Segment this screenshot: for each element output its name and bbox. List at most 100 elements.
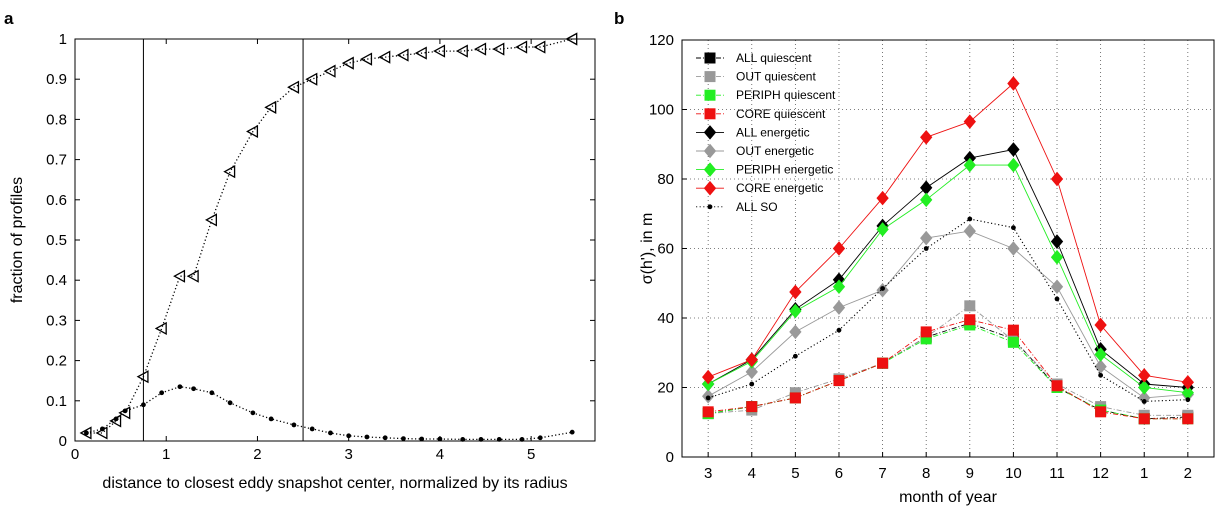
legend-label: OUT energetic — [736, 144, 814, 158]
data-point — [1051, 380, 1063, 392]
data-point — [209, 390, 215, 396]
data-point — [433, 44, 446, 58]
data-point — [1011, 225, 1016, 231]
data-point — [177, 384, 183, 390]
x-tick-label: 4 — [748, 465, 756, 482]
data-point — [268, 416, 274, 422]
data-point — [419, 436, 425, 442]
data-point — [1182, 413, 1194, 425]
y-tick-label: 80 — [657, 171, 674, 188]
x-tick-label: 2 — [253, 446, 261, 463]
legend-label: ALL quiescent — [736, 51, 812, 65]
data-point — [876, 222, 889, 237]
legend-item: ALL quiescent — [696, 51, 812, 65]
data-point — [186, 269, 199, 283]
legend-marker — [703, 125, 717, 140]
data-point — [832, 300, 846, 315]
data-point — [136, 370, 149, 384]
legend-item: PERIPH quiescent — [696, 88, 836, 102]
legend-marker — [704, 71, 716, 83]
legend-label: ALL energetic — [736, 125, 810, 139]
legend-marker — [707, 204, 713, 210]
legend-item: CORE quiescent — [696, 107, 826, 121]
data-point — [963, 223, 976, 239]
data-point — [1094, 347, 1107, 362]
y-tick-label: 0.3 — [46, 312, 67, 329]
panel-a: a 0 1 2 3 4 5 0 0.1 0.2 0.3 0.4 0.5 0.6 0.7 0.8 0.9 1 dist… — [4, 9, 596, 492]
legend-marker — [704, 89, 716, 101]
series-1 — [84, 384, 575, 442]
series-0 — [79, 32, 578, 440]
data-point — [1007, 142, 1020, 157]
data-point — [496, 436, 502, 442]
legend-label: PERIPH quiescent — [736, 88, 836, 102]
legend-marker — [704, 52, 716, 64]
y-tick-label: 0.8 — [46, 111, 67, 128]
series-all-so — [705, 216, 1191, 404]
x-tick-label: 7 — [878, 465, 886, 482]
axes-frame — [74, 38, 596, 442]
data-point — [880, 286, 885, 291]
data-point — [1181, 375, 1194, 390]
y-tick-label: 20 — [657, 380, 674, 397]
series-line — [708, 324, 1188, 420]
legend-marker — [703, 162, 717, 177]
series-line — [707, 230, 1188, 399]
data-point — [1138, 413, 1150, 425]
y-tick-label: 0 — [59, 433, 67, 450]
data-point — [1141, 399, 1147, 404]
data-point — [1094, 317, 1107, 333]
data-point — [378, 50, 391, 64]
legend-item: ALL energetic — [696, 125, 810, 140]
data-point — [920, 180, 933, 195]
data-point — [1007, 336, 1019, 348]
series-line — [707, 164, 1188, 394]
x-tick-label: 4 — [436, 446, 444, 463]
data-point — [79, 426, 92, 440]
data-point — [964, 314, 976, 326]
y-tick-label: 0.6 — [46, 192, 67, 209]
data-point — [227, 400, 233, 406]
data-point — [154, 321, 167, 336]
x-tick-label: 2 — [1184, 465, 1192, 482]
data-point — [745, 364, 758, 380]
x-tick-label: 9 — [966, 465, 974, 482]
x-tick-label: 8 — [922, 465, 930, 482]
x-tick-label: 5 — [791, 465, 799, 482]
y-tick-label: 0.1 — [46, 393, 67, 410]
y-tick-label: 120 — [649, 32, 674, 49]
x-tick-label: 5 — [527, 446, 535, 463]
data-point — [309, 426, 315, 432]
data-point — [364, 434, 370, 440]
data-point — [360, 52, 373, 66]
data-point — [963, 114, 976, 129]
x-axis-label: distance to closest eddy snapshot center… — [102, 475, 567, 492]
legend: ALL quiescent OUT quiescent PERIPH quiesce… — [696, 51, 836, 214]
y-tick-label: 1 — [59, 31, 67, 48]
data-point — [1138, 368, 1151, 383]
data-point — [519, 436, 525, 442]
data-point — [1007, 241, 1020, 256]
data-point — [1098, 372, 1104, 378]
data-point — [746, 401, 758, 413]
data-point — [141, 402, 146, 408]
legend-item: ALL SO — [696, 200, 778, 214]
y-tick-label: 0.2 — [46, 353, 67, 370]
series-line — [708, 305, 1188, 416]
data-point — [792, 353, 798, 359]
y-tick-label: 0.9 — [46, 71, 67, 88]
data-point — [533, 40, 546, 54]
data-point — [789, 284, 802, 300]
data-point — [967, 216, 973, 222]
data-point — [474, 42, 487, 56]
data-point — [832, 279, 846, 294]
data-point — [1185, 397, 1191, 403]
x-tick-label: 3 — [704, 465, 712, 482]
data-point — [492, 42, 505, 56]
data-point — [246, 124, 259, 139]
data-point — [223, 165, 236, 179]
data-point — [287, 80, 300, 94]
data-point — [1050, 279, 1064, 294]
